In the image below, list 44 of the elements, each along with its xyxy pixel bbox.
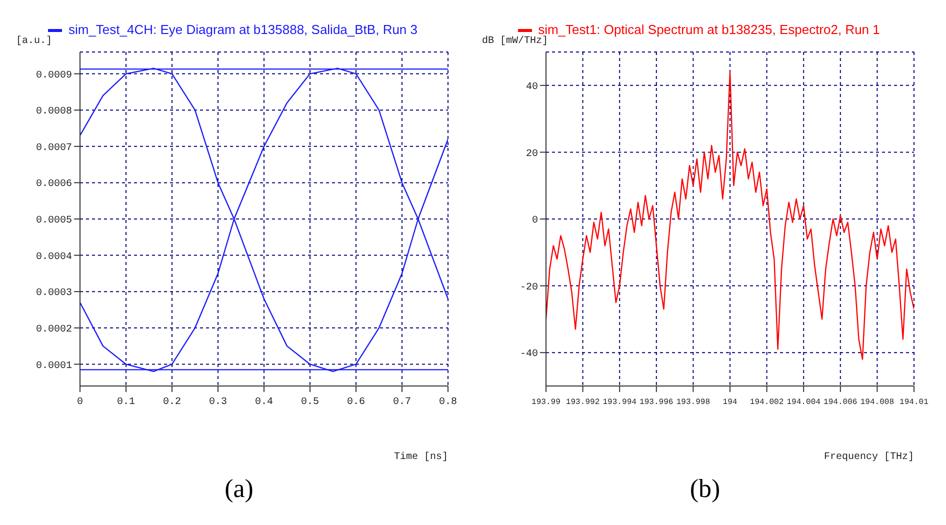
y-tick-label: 0.0004 [36, 252, 72, 263]
text: (b) [688, 474, 722, 504]
y-tick-label: 0.0002 [36, 324, 72, 336]
x-tick-label: 194.004 [786, 398, 821, 407]
x-tick-label: 193.99 [532, 398, 561, 407]
x-axis-title: Time [ns] [394, 452, 448, 463]
x-tick-label: 0.2 [162, 397, 182, 408]
x-tick-label: 0.3 [208, 397, 228, 408]
x-tick-label: 0.8 [438, 397, 458, 408]
x-tick-label: 194.01 [900, 398, 929, 407]
y-tick-label: -20 [520, 282, 538, 294]
x-tick-label: 193.992 [566, 398, 600, 407]
y-tick-label: 20 [526, 148, 538, 160]
x-tick-label: 194.006 [824, 398, 858, 407]
y-tick-label: -40 [520, 349, 538, 360]
x-tick-label: 193.996 [640, 398, 674, 407]
y-tick-label: 0.0008 [36, 106, 72, 118]
y-axis-title: dB [mW/THz] [482, 36, 548, 47]
line-series [80, 68, 448, 372]
y-tick-label: 0 [532, 216, 538, 227]
x-tick-label: 0.1 [116, 397, 136, 408]
y-tick-label: 0.0006 [36, 179, 72, 190]
x-axis-title: Frequency [THz] [824, 452, 914, 463]
y-axis-title: [a.u.] [16, 36, 52, 47]
text: (a) [224, 474, 254, 504]
y-tick-label: 0.0009 [36, 70, 72, 82]
x-tick-label: 194.008 [860, 398, 894, 407]
y-tick-label: 0.0001 [36, 360, 72, 372]
x-tick-label: 0.4 [254, 397, 274, 408]
y-tick-label: 0.0003 [36, 288, 72, 300]
x-tick-label: 0 [76, 397, 84, 408]
legend-label: sim_Test1: Optical Spectrum at b138235, Espectro2, Run 1 [538, 22, 880, 37]
y-tick-label: 40 [526, 82, 538, 93]
x-tick-label: 0.6 [346, 397, 366, 408]
y-tick-label: 0.0005 [36, 216, 72, 227]
line-series [546, 71, 914, 360]
x-tick-label: 193.994 [602, 398, 637, 407]
x-tick-label: 194.002 [750, 398, 784, 407]
x-tick-label: 193.998 [676, 398, 710, 407]
x-tick-label: 0.5 [300, 397, 320, 408]
x-tick-label: 194 [722, 398, 738, 407]
x-tick-label: 0.7 [392, 397, 412, 408]
y-tick-label: 0.0007 [36, 142, 72, 154]
legend-label: sim_Test_4CH: Eye Diagram at b135888, Salida_BtB, Run 3 [67, 22, 418, 37]
